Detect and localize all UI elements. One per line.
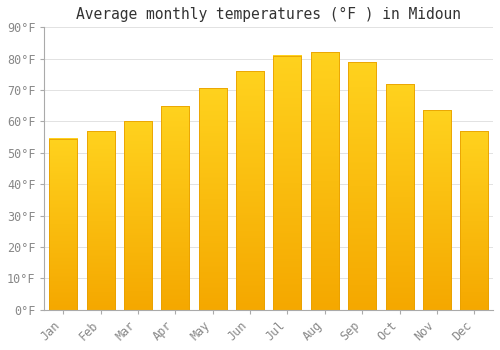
Bar (460, 131, 488, 310)
Bar (236, 71, 264, 310)
Bar (124, 121, 152, 310)
Title: Average monthly temperatures (°F ) in Midoun: Average monthly temperatures (°F ) in Mi… (76, 7, 462, 22)
Bar (311, 52, 339, 310)
Bar (198, 89, 226, 310)
Bar (386, 84, 413, 310)
Bar (162, 106, 190, 310)
Bar (49, 139, 77, 310)
Bar (274, 56, 301, 310)
Bar (423, 111, 451, 310)
Bar (348, 62, 376, 310)
Bar (86, 131, 115, 310)
